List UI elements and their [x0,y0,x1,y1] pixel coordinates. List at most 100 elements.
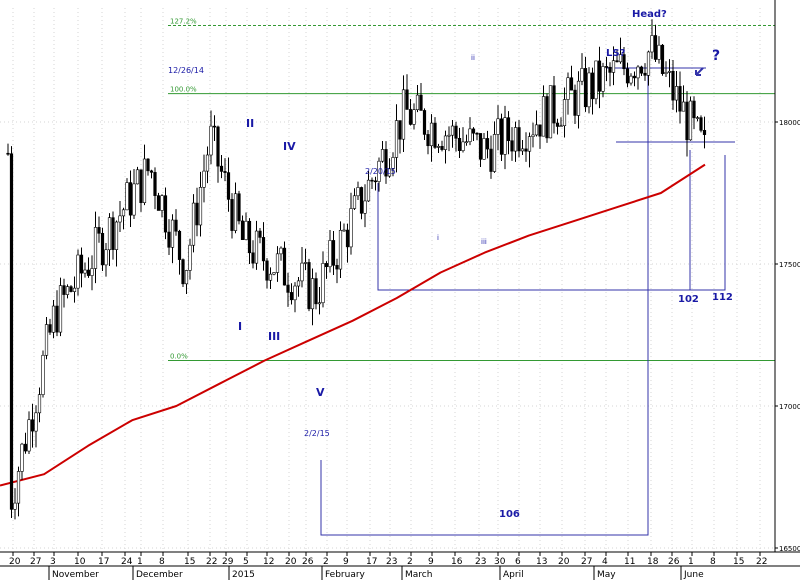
candle-body-down [545,96,549,139]
candle [643,63,647,81]
candle [569,65,574,91]
candle-body-down [604,66,609,68]
candle-body-up [300,262,304,282]
candle-body-up [443,135,448,150]
candle-body-up [461,141,465,151]
candle-body-up [447,134,451,137]
candle-body-down [23,443,28,452]
x-tick-label: 4 [602,557,608,567]
candle [163,187,168,240]
candle [464,134,469,146]
month-label: May [597,570,616,580]
annotation-label: iii [481,238,487,246]
candle [275,246,280,282]
candle-body-down [678,86,682,112]
candle [552,76,556,134]
cycle-bracket [320,55,649,536]
candle [443,130,448,164]
annotation-label: 2/20/15 [365,167,396,176]
candle-body-down [97,227,101,234]
candle-body-down [258,230,262,238]
candle [422,108,427,140]
candle [433,117,437,149]
candle-body-down [240,220,245,240]
candle [478,133,483,167]
month-label: February [325,570,366,580]
candle-body-up [436,146,441,148]
candle-body-up [114,221,119,250]
candle [205,146,210,184]
candle [611,46,616,86]
candle-body-down [237,193,241,222]
candle-body-down [128,182,133,216]
candle [590,67,595,115]
candle-body-up [695,117,700,119]
candle-body-up [587,72,591,108]
candle-body-up [72,287,77,292]
candle [559,117,563,128]
x-tick-label: 15 [184,557,195,567]
x-tick-label: 22 [756,557,767,567]
x-tick-label: 8 [159,557,165,567]
candle [93,211,98,284]
candle [653,24,658,62]
candle [303,248,308,271]
candle-body-down [538,124,542,137]
candle-body-up [51,305,56,333]
candle [384,141,388,184]
candle [240,215,245,241]
candle-body-down [174,219,178,232]
candle [247,218,252,265]
candle-body-up [674,86,679,101]
candle [286,272,290,307]
candle [279,246,283,261]
annotation-label: ? [712,48,720,64]
candle [429,114,434,162]
candle [20,442,24,480]
candle [534,110,539,137]
candle-body-down [156,195,161,211]
candle [646,50,651,86]
candle [629,73,633,86]
candle-body-up [380,149,385,162]
candle-body-up [412,109,416,125]
candle [51,300,56,339]
fib-line-label: 127.2% [170,17,197,25]
candle-body-up [482,138,486,160]
candle-body-up [349,208,353,248]
candle-body-up [104,249,108,266]
candle [195,187,199,237]
candle-body-down [419,94,423,111]
candle [146,158,150,176]
candle-body-up [391,157,395,170]
fib-line-label: 100.0% [170,86,197,94]
candle [90,255,94,291]
candle [181,258,185,287]
x-tick-label: 12 [263,557,274,567]
candle-body-up [429,122,434,147]
candle [174,209,178,236]
candle-body-up [338,230,343,270]
annotation-label: LS? [606,48,626,59]
candle [548,85,553,139]
candle [349,192,353,255]
candle-body-up [317,302,322,305]
candle-body-up [650,35,654,53]
candle-body-down [426,134,430,147]
candle [667,59,672,88]
moving-average-layer [0,163,706,487]
candle-body-down [440,146,444,150]
candle [135,166,140,185]
candle [492,121,497,173]
candles-layer [6,19,707,520]
candle [268,267,273,289]
candle [34,405,38,448]
candle [167,219,171,255]
candle-body-down [454,125,458,139]
candle [258,228,262,244]
candle [156,192,161,211]
moving-average-line [0,163,706,487]
